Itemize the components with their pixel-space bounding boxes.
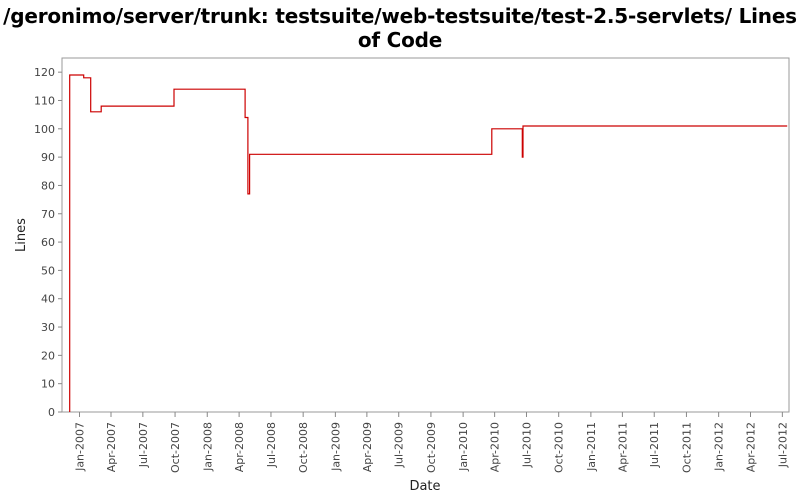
x-tick-label: Apr-2011 [616,422,629,472]
x-tick-label: Apr-2010 [489,422,502,472]
y-tick-label: 90 [41,151,55,164]
x-tick-label: Apr-2007 [105,422,118,472]
y-tick-label: 60 [41,236,55,249]
y-tick-label: 110 [34,94,55,107]
x-tick-label: Jan-2007 [74,422,87,472]
x-tick-label: Oct-2008 [297,422,310,473]
y-axis-label: Lines [14,218,29,252]
y-tick-label: 100 [34,123,55,136]
y-tick-label: 120 [34,66,55,79]
x-tick-label: Jan-2008 [201,422,214,472]
x-tick-label: Oct-2009 [425,422,438,473]
y-tick-label: 0 [48,406,55,419]
y-tick-label: 50 [41,264,55,277]
x-tick-label: Jul-2011 [648,422,661,468]
x-tick-label: Jul-2010 [520,422,533,468]
y-tick-label: 40 [41,293,55,306]
x-axis: Jan-2007 Apr-2007 Jul-2007 Oct-2007 Jan-2008… [74,412,789,473]
plot-area [61,57,790,413]
x-tick-label: Apr-2009 [361,422,374,472]
x-tick-label: Jan-2012 [713,422,726,472]
x-tick-label: Oct-2011 [680,422,693,473]
y-axis: 0 10 20 30 40 50 60 70 80 90 100 110 120 [34,66,62,419]
series-group [69,74,788,412]
x-tick-label: Oct-2007 [169,422,182,473]
x-tick-label: Jul-2012 [776,422,789,468]
x-tick-label: Jan-2010 [457,422,470,472]
x-tick-label: Apr-2008 [233,422,246,472]
y-tick-label: 70 [41,208,55,221]
series-line [69,74,788,412]
x-tick-label: Jul-2007 [137,422,150,468]
chart-title: /geronimo/server/trunk: testsuite/web-te… [3,4,797,52]
x-tick-label: Jul-2009 [393,422,406,468]
x-tick-label: Oct-2010 [553,422,566,473]
x-axis-label: Date [409,479,440,494]
x-tick-label: Jan-2009 [329,422,342,472]
y-tick-label: 10 [41,378,55,391]
y-tick-label: 80 [41,179,55,192]
x-tick-label: Jul-2008 [265,422,278,468]
y-tick-label: 20 [41,349,55,362]
x-tick-label: Jan-2011 [585,422,598,472]
x-tick-label: Apr-2012 [744,422,757,472]
y-tick-label: 30 [41,321,55,334]
